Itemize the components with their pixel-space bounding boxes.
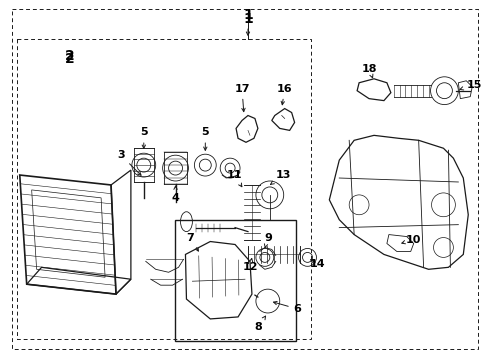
Text: 3: 3 [117,150,141,175]
Text: 13: 13 [270,170,292,184]
Polygon shape [458,81,472,99]
Polygon shape [329,135,468,269]
Text: 18: 18 [361,64,377,78]
Text: 15: 15 [460,80,482,90]
Text: 14: 14 [310,259,325,269]
Text: 12: 12 [242,258,258,272]
Text: 2: 2 [65,52,74,66]
Polygon shape [185,242,252,319]
Polygon shape [26,267,131,294]
Polygon shape [111,170,131,294]
Text: 10: 10 [402,234,421,244]
Polygon shape [272,109,294,130]
Polygon shape [20,175,116,294]
Text: 1: 1 [243,8,253,22]
Text: 5: 5 [140,127,147,148]
Text: 1: 1 [243,12,253,26]
Text: 8: 8 [254,316,266,332]
Text: 6: 6 [273,301,301,314]
Text: 4: 4 [172,186,179,203]
Text: 5: 5 [201,127,209,150]
Text: 9: 9 [264,233,272,248]
Text: 7: 7 [187,233,198,251]
Text: 16: 16 [277,84,293,105]
Polygon shape [387,235,414,251]
Text: 17: 17 [234,84,250,112]
Polygon shape [236,116,258,142]
Text: 2: 2 [65,49,74,63]
Text: 11: 11 [226,170,242,187]
Polygon shape [357,79,391,100]
